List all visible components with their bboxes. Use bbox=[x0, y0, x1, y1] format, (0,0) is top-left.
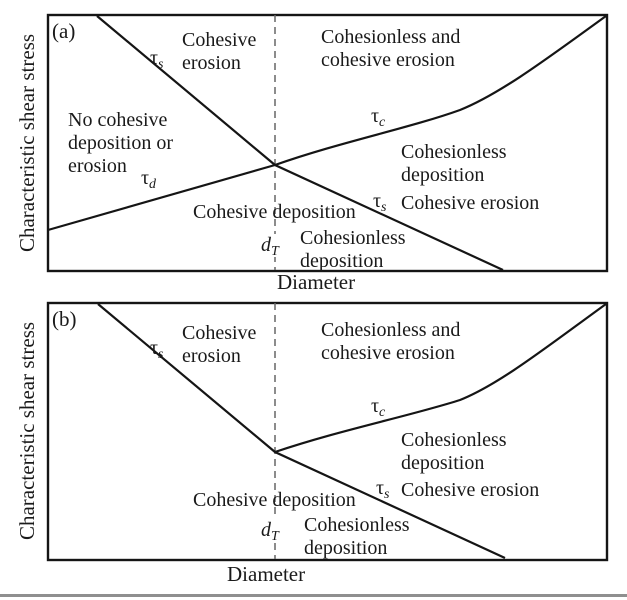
figure-bottom-rule bbox=[0, 594, 627, 597]
tau-symbol: τ bbox=[371, 105, 380, 127]
tau-subscript: s bbox=[381, 200, 387, 215]
region-label-cohesive-erosion-right-b: Cohesive erosion bbox=[401, 479, 540, 501]
region-label-line: deposition bbox=[401, 452, 485, 474]
curve-label-tau-c-b: τc bbox=[371, 395, 386, 420]
region-label-no-cohesive-deposition-or-erosion-a: No cohesive deposition or erosion bbox=[68, 109, 173, 178]
panel-b-tag: (b) bbox=[52, 307, 77, 331]
tau-c-curve-a bbox=[274, 15, 607, 167]
curve-label-tau-c-a: τc bbox=[371, 105, 386, 130]
curve-label-tau-s-upper-a: τs bbox=[150, 47, 164, 72]
tau-symbol: τ bbox=[150, 337, 159, 359]
tau-subscript: d bbox=[149, 177, 157, 192]
d-subscript: T bbox=[271, 529, 279, 544]
tau-symbol: τ bbox=[150, 47, 159, 69]
region-label-line: erosion bbox=[68, 155, 127, 177]
region-label-cohesionless-deposition-a: Cohesionless deposition bbox=[401, 141, 507, 187]
region-label-line: cohesive erosion bbox=[321, 49, 455, 71]
region-label-cohesive-erosion-b: Cohesive erosion bbox=[182, 322, 256, 368]
threshold-diameter-label-a: dT bbox=[259, 234, 281, 259]
region-label-line: Cohesionless and bbox=[321, 319, 461, 341]
curve-label-tau-s-lower-a: τs bbox=[373, 190, 387, 215]
tau-subscript: s bbox=[158, 347, 164, 362]
panel-b-frame bbox=[46, 301, 609, 562]
tau-subscript: c bbox=[379, 405, 386, 420]
region-label-cohesionless-deposition-bottom-b: Cohesionless deposition bbox=[304, 514, 410, 560]
region-label-cohesionless-deposition-b: Cohesionless deposition bbox=[401, 429, 507, 475]
d-symbol: d bbox=[261, 519, 271, 541]
tau-subscript: s bbox=[158, 57, 164, 72]
x-axis-label-b: Diameter bbox=[227, 562, 306, 586]
region-label-line: Cohesionless bbox=[401, 141, 507, 163]
tau-symbol: τ bbox=[373, 190, 382, 212]
curve-label-tau-s-lower-b: τs bbox=[376, 477, 390, 502]
tau-symbol: τ bbox=[141, 167, 150, 189]
region-label-line: Cohesionless and bbox=[321, 26, 461, 48]
tau-d-line-a bbox=[47, 163, 276, 232]
d-subscript: T bbox=[271, 244, 279, 259]
tau-subscript: c bbox=[379, 115, 386, 130]
tau-symbol: τ bbox=[371, 395, 380, 417]
region-label-cohesive-erosion-right-a: Cohesive erosion bbox=[401, 192, 540, 214]
region-label-line: deposition or bbox=[68, 132, 173, 154]
region-label-line: deposition bbox=[304, 537, 388, 559]
curve-label-tau-d-a: τd bbox=[141, 167, 157, 192]
x-axis-label-a: Diameter bbox=[277, 270, 356, 294]
region-label-cohesive-erosion-a: Cohesive erosion bbox=[182, 29, 256, 75]
region-label-cohesionless-deposition-bottom-a: Cohesionless deposition bbox=[300, 227, 406, 273]
region-label-cohesionless-and-cohesive-erosion-b: Cohesionless and cohesive erosion bbox=[321, 319, 460, 365]
y-axis-label-a: Characteristic shear stress bbox=[15, 33, 39, 253]
curve-label-tau-s-upper-b: τs bbox=[150, 337, 164, 362]
panel-a-frame bbox=[46, 13, 609, 273]
region-label-cohesionless-and-cohesive-erosion-a: Cohesionless and cohesive erosion bbox=[321, 26, 460, 72]
region-label-line: erosion bbox=[182, 52, 241, 74]
region-label-line: Cohesive bbox=[182, 322, 257, 344]
region-label-line: Cohesionless bbox=[304, 514, 410, 536]
region-label-line: Cohesionless bbox=[300, 227, 406, 249]
threshold-diameter-label-b: dT bbox=[259, 519, 281, 544]
tau-subscript: s bbox=[384, 487, 390, 502]
panel-a-tag: (a) bbox=[52, 19, 76, 43]
region-label-line: No cohesive bbox=[68, 109, 168, 131]
region-label-line: Cohesionless bbox=[401, 429, 507, 451]
d-symbol: d bbox=[261, 234, 271, 256]
region-label-line: erosion bbox=[182, 345, 241, 367]
region-label-cohesive-deposition-a: Cohesive deposition bbox=[193, 201, 356, 223]
region-label-line: deposition bbox=[401, 164, 485, 186]
y-axis-label-b: Characteristic shear stress bbox=[15, 321, 39, 541]
tau-c-curve-b bbox=[274, 303, 607, 454]
region-label-line: deposition bbox=[300, 250, 384, 272]
region-label-line: cohesive erosion bbox=[321, 342, 455, 364]
region-label-line: Cohesive bbox=[182, 29, 257, 51]
tau-symbol: τ bbox=[376, 477, 385, 499]
region-label-cohesive-deposition-b: Cohesive deposition bbox=[193, 489, 356, 511]
